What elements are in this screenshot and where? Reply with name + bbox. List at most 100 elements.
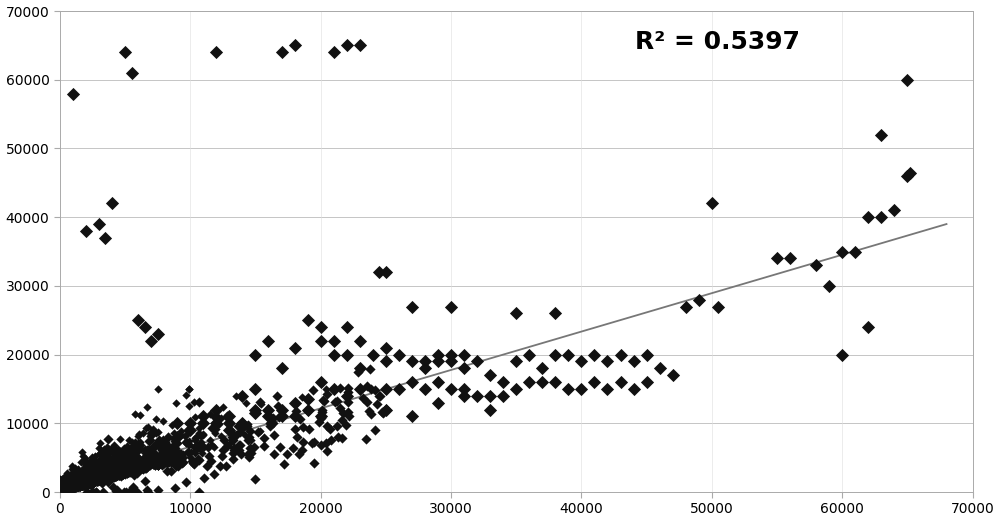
Point [63, 482, 79, 490]
Point [54, 487, 70, 495]
Point [74, 481, 90, 489]
Point [102, 466, 118, 474]
Point [98, 476, 114, 484]
Point [123, 464, 139, 472]
Point [82, 479, 98, 487]
Point [77, 479, 93, 488]
Point [58, 484, 74, 492]
Point [306, 459, 322, 467]
Point [70, 482, 86, 491]
Point [87, 457, 103, 466]
Point [52, 485, 68, 493]
Point [63, 481, 79, 489]
Point [456, 392, 472, 400]
Point [62, 479, 78, 488]
Point [119, 469, 135, 478]
Point [66, 482, 82, 490]
Point [99, 472, 115, 480]
Point [61, 485, 77, 493]
Point [78, 480, 94, 488]
Point [55, 487, 71, 495]
Point [100, 465, 116, 473]
Point [72, 482, 88, 491]
Point [100, 470, 116, 479]
Point [173, 449, 189, 458]
Point [67, 483, 83, 491]
Point [69, 482, 85, 490]
Point [313, 323, 329, 331]
Point [149, 458, 165, 466]
Point [54, 485, 70, 494]
Point [56, 486, 72, 494]
Point [72, 482, 88, 491]
Point [54, 484, 70, 493]
Point [66, 479, 82, 488]
Point [66, 482, 82, 490]
Point [55, 486, 71, 494]
Point [130, 467, 146, 475]
Point [78, 479, 94, 488]
Point [63, 483, 79, 492]
Point [710, 302, 726, 311]
Point [69, 480, 85, 488]
Point [60, 482, 76, 490]
Point [81, 474, 97, 483]
Point [61, 484, 77, 493]
Point [63, 483, 79, 491]
Point [58, 485, 74, 494]
Point [119, 466, 135, 474]
Point [97, 465, 113, 473]
Point [274, 406, 290, 414]
Point [86, 478, 102, 486]
Point [77, 477, 93, 485]
Point [54, 481, 70, 489]
Point [112, 472, 128, 480]
Point [86, 474, 102, 483]
Point [350, 369, 366, 377]
Point [107, 470, 123, 478]
Point [64, 479, 80, 487]
Point [100, 469, 116, 478]
Point [56, 487, 72, 495]
Point [361, 407, 377, 416]
Point [188, 433, 204, 441]
Point [128, 455, 144, 464]
Point [94, 465, 110, 473]
Point [59, 486, 75, 494]
Point [77, 480, 93, 489]
Point [76, 470, 92, 478]
Point [68, 481, 84, 490]
Point [123, 465, 139, 473]
Point [417, 385, 433, 393]
Point [78, 461, 94, 470]
Point [58, 486, 74, 494]
Point [59, 484, 75, 492]
Point [137, 453, 153, 461]
Point [77, 476, 93, 484]
Point [74, 467, 90, 475]
Point [65, 482, 81, 490]
Point [128, 456, 144, 464]
Point [81, 479, 97, 488]
Point [74, 475, 90, 483]
Point [104, 468, 120, 476]
Point [70, 482, 86, 490]
Point [71, 481, 87, 490]
Point [129, 467, 145, 475]
Point [78, 476, 94, 484]
Point [109, 461, 125, 470]
Point [105, 472, 121, 480]
Point [90, 477, 106, 485]
Point [95, 453, 111, 461]
Point [93, 456, 109, 464]
Point [56, 485, 72, 494]
Point [72, 481, 88, 490]
Point [73, 479, 89, 487]
Point [68, 483, 84, 492]
Point [234, 419, 250, 428]
Point [230, 422, 246, 430]
Point [304, 439, 320, 447]
Point [53, 486, 69, 494]
Point [613, 378, 629, 386]
Point [68, 482, 84, 490]
